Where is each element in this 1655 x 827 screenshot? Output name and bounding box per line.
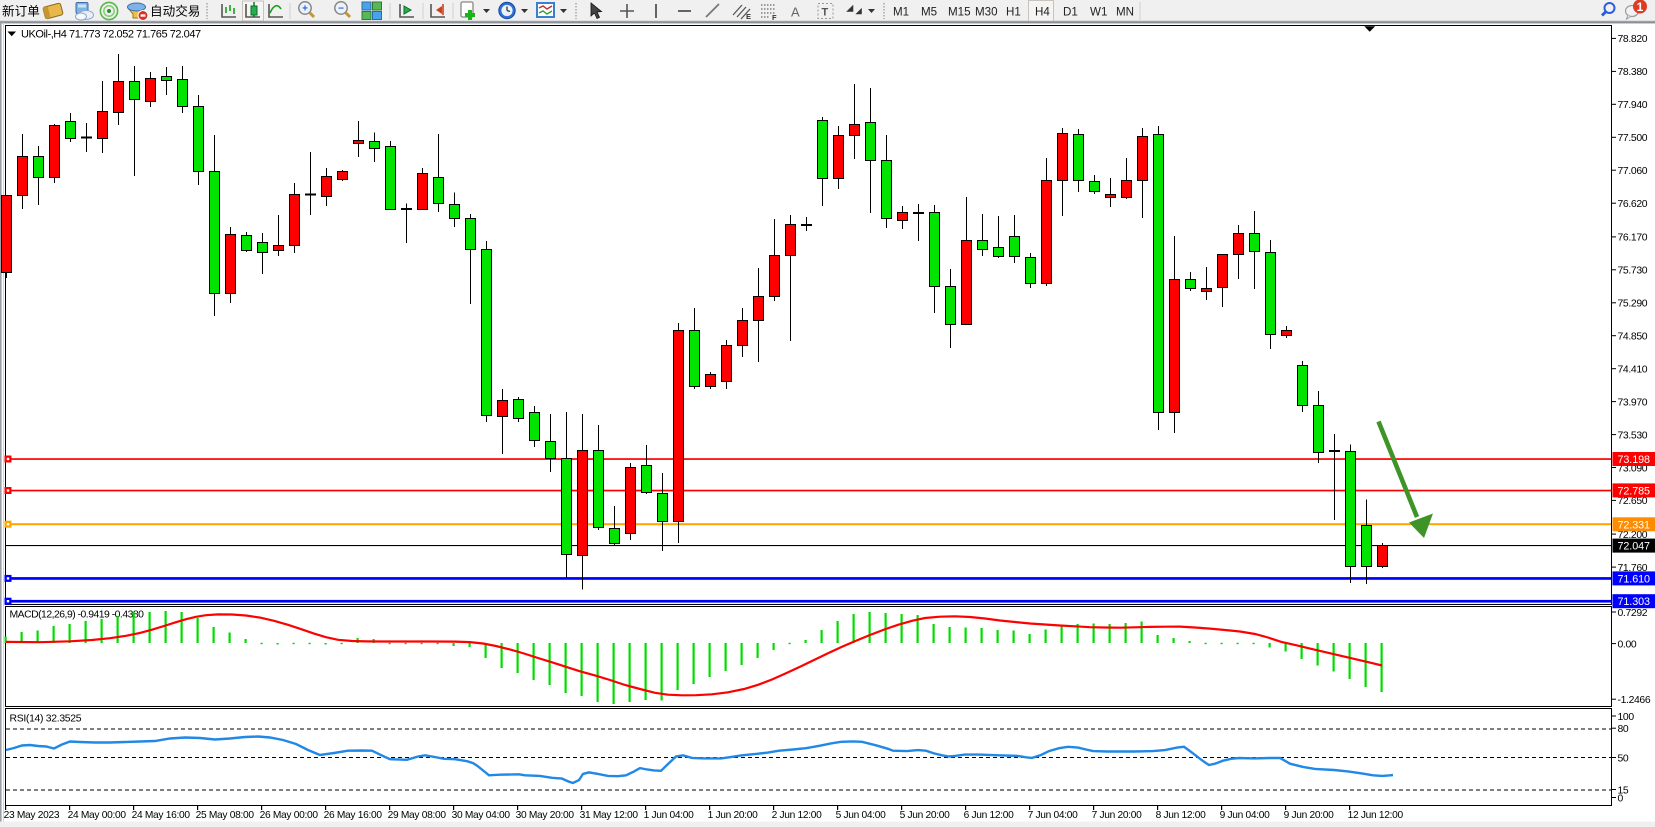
svg-text:9 Jun 04:00: 9 Jun 04:00 xyxy=(1220,810,1271,821)
svg-text:30 May 20:00: 30 May 20:00 xyxy=(516,810,575,821)
svg-text:F: F xyxy=(772,13,777,22)
svg-text:7 Jun 20:00: 7 Jun 20:00 xyxy=(1092,810,1143,821)
svg-text:5 Jun 04:00: 5 Jun 04:00 xyxy=(836,810,887,821)
svg-text:100: 100 xyxy=(1618,712,1635,723)
svg-text:77.940: 77.940 xyxy=(1618,100,1648,111)
svg-text:24 May 00:00: 24 May 00:00 xyxy=(68,810,127,821)
svg-text:W1: W1 xyxy=(1090,6,1107,19)
svg-text:1 Jun 04:00: 1 Jun 04:00 xyxy=(644,810,695,821)
svg-text:1: 1 xyxy=(1637,0,1644,14)
svg-text:H1: H1 xyxy=(1006,6,1021,19)
svg-text:T: T xyxy=(822,7,829,19)
svg-text:9 Jun 20:00: 9 Jun 20:00 xyxy=(1284,810,1335,821)
svg-text:80: 80 xyxy=(1618,724,1629,735)
svg-text:75.290: 75.290 xyxy=(1618,299,1648,310)
svg-text:74.850: 74.850 xyxy=(1618,332,1648,343)
svg-text:M30: M30 xyxy=(975,6,998,19)
svg-text:73.090: 73.090 xyxy=(1618,463,1648,474)
svg-text:29 May 08:00: 29 May 08:00 xyxy=(388,810,447,821)
svg-text:74.410: 74.410 xyxy=(1618,365,1648,376)
svg-text:-1.2466: -1.2466 xyxy=(1618,695,1651,706)
svg-text:UKOil-,H4 71.773 72.052 71.76: UKOil-,H4 71.773 72.052 71.765 72.047 xyxy=(21,29,201,41)
svg-text:0: 0 xyxy=(1618,793,1624,804)
svg-text:H4: H4 xyxy=(1035,6,1050,19)
svg-text:−: − xyxy=(338,4,344,15)
svg-text:78.380: 78.380 xyxy=(1618,67,1648,78)
svg-text:73.970: 73.970 xyxy=(1618,397,1648,408)
svg-text:M5: M5 xyxy=(921,6,937,19)
svg-text:M1: M1 xyxy=(893,6,909,19)
svg-text:15: 15 xyxy=(1618,785,1629,796)
svg-text:26 May 00:00: 26 May 00:00 xyxy=(260,810,319,821)
svg-text:77.500: 77.500 xyxy=(1618,133,1648,144)
svg-text:73.530: 73.530 xyxy=(1618,430,1648,441)
svg-text:2 Jun 12:00: 2 Jun 12:00 xyxy=(772,810,823,821)
svg-text:MN: MN xyxy=(1116,6,1134,19)
svg-text:72.650: 72.650 xyxy=(1618,496,1648,507)
svg-text:5 Jun 20:00: 5 Jun 20:00 xyxy=(900,810,951,821)
svg-text:0.7292: 0.7292 xyxy=(1618,608,1648,619)
svg-text:6 Jun 12:00: 6 Jun 12:00 xyxy=(964,810,1015,821)
svg-text:12 Jun 12:00: 12 Jun 12:00 xyxy=(1348,810,1404,821)
svg-text:D1: D1 xyxy=(1063,6,1078,19)
svg-text:72.200: 72.200 xyxy=(1618,530,1648,541)
svg-text:72.785: 72.785 xyxy=(1618,485,1651,497)
svg-text:E: E xyxy=(746,12,751,21)
svg-text:RSI(14) 32.3525: RSI(14) 32.3525 xyxy=(10,714,82,725)
svg-text:76.170: 76.170 xyxy=(1618,233,1648,244)
svg-text:77.060: 77.060 xyxy=(1618,166,1648,177)
svg-text:30 May 04:00: 30 May 04:00 xyxy=(452,810,511,821)
svg-text:31 May 12:00: 31 May 12:00 xyxy=(580,810,639,821)
svg-text:75.730: 75.730 xyxy=(1618,266,1648,277)
svg-text:自动交易: 自动交易 xyxy=(150,4,200,19)
svg-text:71.760: 71.760 xyxy=(1618,563,1648,574)
svg-text:8 Jun 12:00: 8 Jun 12:00 xyxy=(1156,810,1207,821)
svg-text:72.331: 72.331 xyxy=(1618,519,1651,531)
svg-text:7 Jun 04:00: 7 Jun 04:00 xyxy=(1028,810,1079,821)
svg-text:+: + xyxy=(302,4,308,15)
svg-text:50: 50 xyxy=(1618,753,1629,764)
svg-text:MACD(12,26,9) -0.9419 -0.4380: MACD(12,26,9) -0.9419 -0.4380 xyxy=(10,610,145,621)
svg-text:76.620: 76.620 xyxy=(1618,199,1648,210)
svg-text:71.610: 71.610 xyxy=(1618,573,1651,585)
svg-text:M15: M15 xyxy=(948,6,971,19)
svg-text:78.820: 78.820 xyxy=(1618,34,1648,45)
svg-text:新订单: 新订单 xyxy=(2,4,40,19)
svg-text:24 May 16:00: 24 May 16:00 xyxy=(132,810,191,821)
svg-text:1 Jun 20:00: 1 Jun 20:00 xyxy=(708,810,759,821)
svg-text:23 May 2023: 23 May 2023 xyxy=(4,810,60,821)
svg-text:25 May 08:00: 25 May 08:00 xyxy=(196,810,255,821)
svg-text:26 May 16:00: 26 May 16:00 xyxy=(324,810,383,821)
svg-text:0.00: 0.00 xyxy=(1618,639,1637,650)
svg-text:72.047: 72.047 xyxy=(1618,541,1651,553)
svg-text:73.198: 73.198 xyxy=(1618,454,1651,466)
svg-text:71.303: 71.303 xyxy=(1618,596,1651,608)
svg-text:A: A xyxy=(791,5,800,20)
